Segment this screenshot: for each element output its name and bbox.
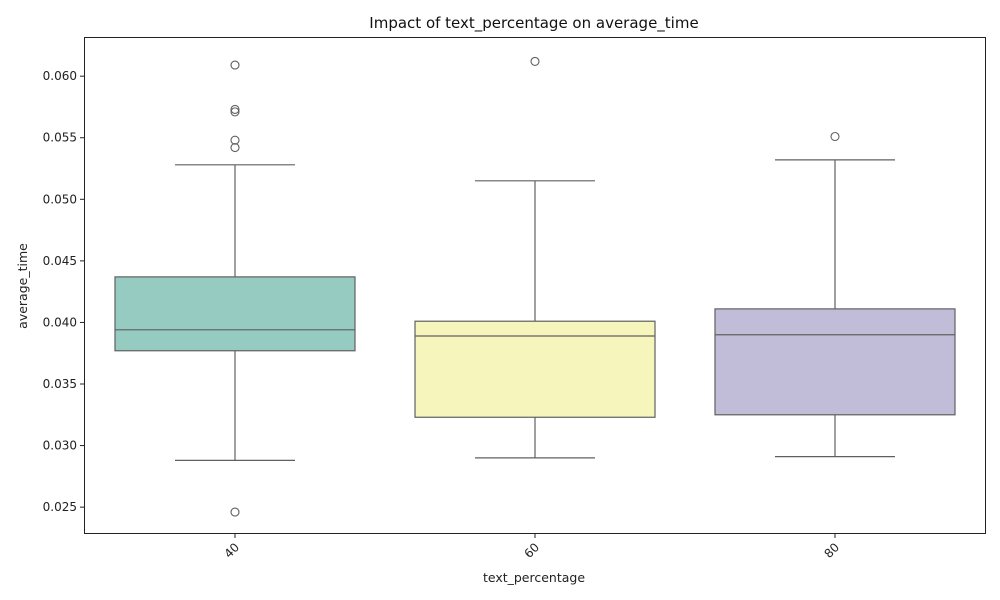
y-tick-label: 0.050 [43,192,77,206]
outlier-point [230,104,240,114]
outlier-point [230,143,240,153]
iqr-box [714,308,956,416]
outlier-point [830,131,840,142]
y-tick-label: 0.035 [43,377,77,391]
x-tick-label: 60 [521,540,542,561]
x-axis: 40 60 80 [221,533,842,561]
y-tick-label: 0.055 [43,131,77,145]
iqr-box [414,320,656,418]
box-group-80 [714,131,956,458]
outlier-point [230,60,240,70]
y-tick-label: 0.060 [43,69,77,83]
x-tick-label: 80 [821,540,842,561]
box-group-40 [114,60,356,517]
x-tick-label: 40 [221,540,242,561]
y-tick-label: 0.040 [43,315,77,329]
outlier-point [230,135,240,145]
outlier-point [230,507,240,517]
y-tick-label: 0.025 [43,500,77,514]
plot-area [114,56,956,517]
y-tick-label: 0.030 [43,439,77,453]
outlier-point [530,56,540,66]
y-axis: 0.025 0.030 0.035 0.040 0.045 0.050 0.055 0.060 [43,69,85,514]
x-axis-label: text_percentage [483,570,585,585]
iqr-box [114,276,356,352]
y-tick-label: 0.045 [43,254,77,268]
y-axis-label: average_time [15,243,30,329]
box-group-60 [414,56,656,459]
chart-title: Impact of text_percentage on average_tim… [369,14,698,33]
outlier-point [230,107,240,117]
